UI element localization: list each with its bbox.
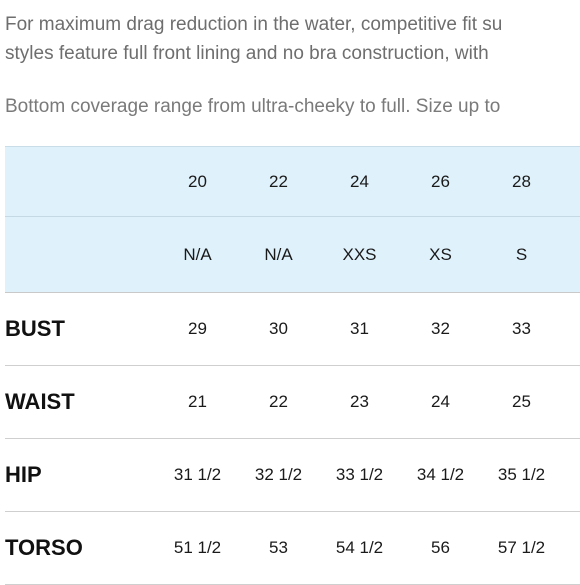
letter-size-cell: N/A	[238, 217, 319, 293]
measurement-row-torso: TORSO 51 1/2 53 54 1/2 56 57 1/2	[5, 512, 580, 585]
overflow-cell	[562, 439, 580, 512]
size-header-cell: 26	[400, 147, 481, 217]
measurement-cell: 34 1/2	[400, 439, 481, 512]
overflow-cell	[562, 293, 580, 366]
letter-size-cell: XXS	[319, 217, 400, 293]
letter-size-header-row: N/A N/A XXS XS S	[5, 217, 580, 293]
measurement-row-bust: BUST 29 30 31 32 33	[5, 293, 580, 366]
intro-line: For maximum drag reduction in the water,…	[5, 10, 580, 39]
size-header-cell: 24	[319, 147, 400, 217]
size-header-cell: 28	[481, 147, 562, 217]
row-label: BUST	[5, 293, 157, 366]
overflow-cell	[562, 366, 580, 439]
measurement-cell: 23	[319, 366, 400, 439]
measurement-row-waist: WAIST 21 22 23 24 25	[5, 366, 580, 439]
overflow-cell	[562, 217, 580, 293]
row-label: HIP	[5, 439, 157, 512]
size-header-cell: 22	[238, 147, 319, 217]
measurement-cell: 56	[400, 512, 481, 585]
numeric-size-header-row: 20 22 24 26 28	[5, 147, 580, 217]
measurement-cell: 32	[400, 293, 481, 366]
measurement-cell: 54 1/2	[319, 512, 400, 585]
measurement-cell: 31	[319, 293, 400, 366]
header-corner-cell	[5, 147, 157, 217]
measurement-cell: 57 1/2	[481, 512, 562, 585]
size-header-cell: 20	[157, 147, 238, 217]
intro-line: styles feature full front lining and no …	[5, 39, 580, 68]
overflow-cell	[562, 147, 580, 217]
measurement-cell: 24	[400, 366, 481, 439]
measurement-cell: 21	[157, 366, 238, 439]
measurement-cell: 30	[238, 293, 319, 366]
letter-size-cell: S	[481, 217, 562, 293]
measurement-cell: 53	[238, 512, 319, 585]
size-chart-table: 20 22 24 26 28 N/A N/A XXS XS S BUST 29 …	[5, 146, 580, 585]
overflow-cell	[562, 512, 580, 585]
row-label: WAIST	[5, 366, 157, 439]
header-corner-cell	[5, 217, 157, 293]
measurement-cell: 51 1/2	[157, 512, 238, 585]
measurement-cell: 25	[481, 366, 562, 439]
letter-size-cell: XS	[400, 217, 481, 293]
measurement-cell: 35 1/2	[481, 439, 562, 512]
measurement-cell: 31 1/2	[157, 439, 238, 512]
measurement-row-hip: HIP 31 1/2 32 1/2 33 1/2 34 1/2 35 1/2	[5, 439, 580, 512]
measurement-cell: 32 1/2	[238, 439, 319, 512]
row-label: TORSO	[5, 512, 157, 585]
intro-paragraph: For maximum drag reduction in the water,…	[5, 10, 580, 68]
measurement-cell: 29	[157, 293, 238, 366]
coverage-note: Bottom coverage range from ultra-cheeky …	[5, 94, 580, 120]
measurement-cell: 33 1/2	[319, 439, 400, 512]
measurement-cell: 22	[238, 366, 319, 439]
letter-size-cell: N/A	[157, 217, 238, 293]
measurement-cell: 33	[481, 293, 562, 366]
